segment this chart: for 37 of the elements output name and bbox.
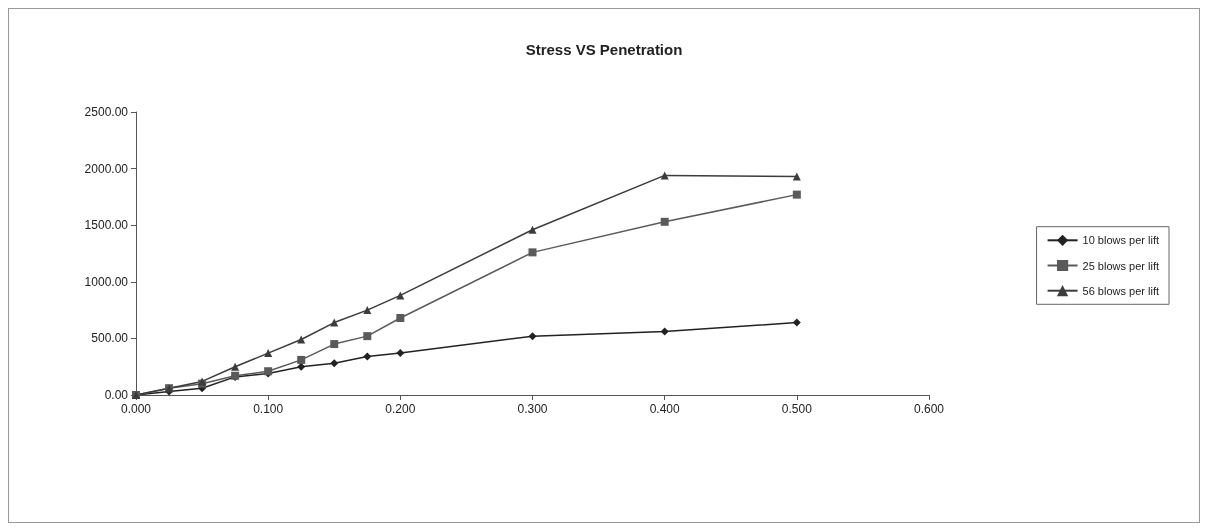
y-tick-label: 1500.00 <box>84 218 129 233</box>
legend-label: 56 blows per lift <box>1082 284 1160 297</box>
legend-label: 10 blows per lift <box>1082 234 1160 247</box>
point <box>231 362 240 371</box>
x-tick-label: 0.300 <box>517 402 548 416</box>
point <box>660 217 669 226</box>
y-tick-label: 500.00 <box>91 331 129 346</box>
point <box>297 362 306 371</box>
point <box>528 248 537 257</box>
point <box>363 352 372 361</box>
y-tick-label: 2000.00 <box>84 161 129 176</box>
y-tick-label: 1000.00 <box>84 274 129 289</box>
point <box>396 314 405 323</box>
chart-title: Stress VS Penetration <box>525 41 683 58</box>
x-tick-label: 0.600 <box>913 402 945 416</box>
point <box>363 332 372 341</box>
x-tick-label: 0.200 <box>385 402 416 416</box>
point <box>330 340 339 349</box>
x-tick-label: 0.100 <box>253 402 284 416</box>
point <box>396 349 405 358</box>
point <box>297 335 306 344</box>
point <box>264 349 273 358</box>
y-tick-label: 2500.00 <box>84 105 129 119</box>
point <box>792 172 801 181</box>
point <box>528 225 537 234</box>
point <box>297 355 306 364</box>
x-tick-label: 0.000 <box>120 402 152 416</box>
x-tick-label: 0.500 <box>781 402 813 416</box>
point <box>330 359 339 368</box>
point <box>528 332 537 341</box>
point <box>792 318 801 327</box>
x-tick-label: 0.400 <box>649 402 681 416</box>
legend-label: 25 blows per lift <box>1082 259 1160 272</box>
point <box>660 327 669 336</box>
point <box>792 190 801 199</box>
point <box>330 318 339 327</box>
y-tick-label: 0.00 <box>104 388 129 402</box>
